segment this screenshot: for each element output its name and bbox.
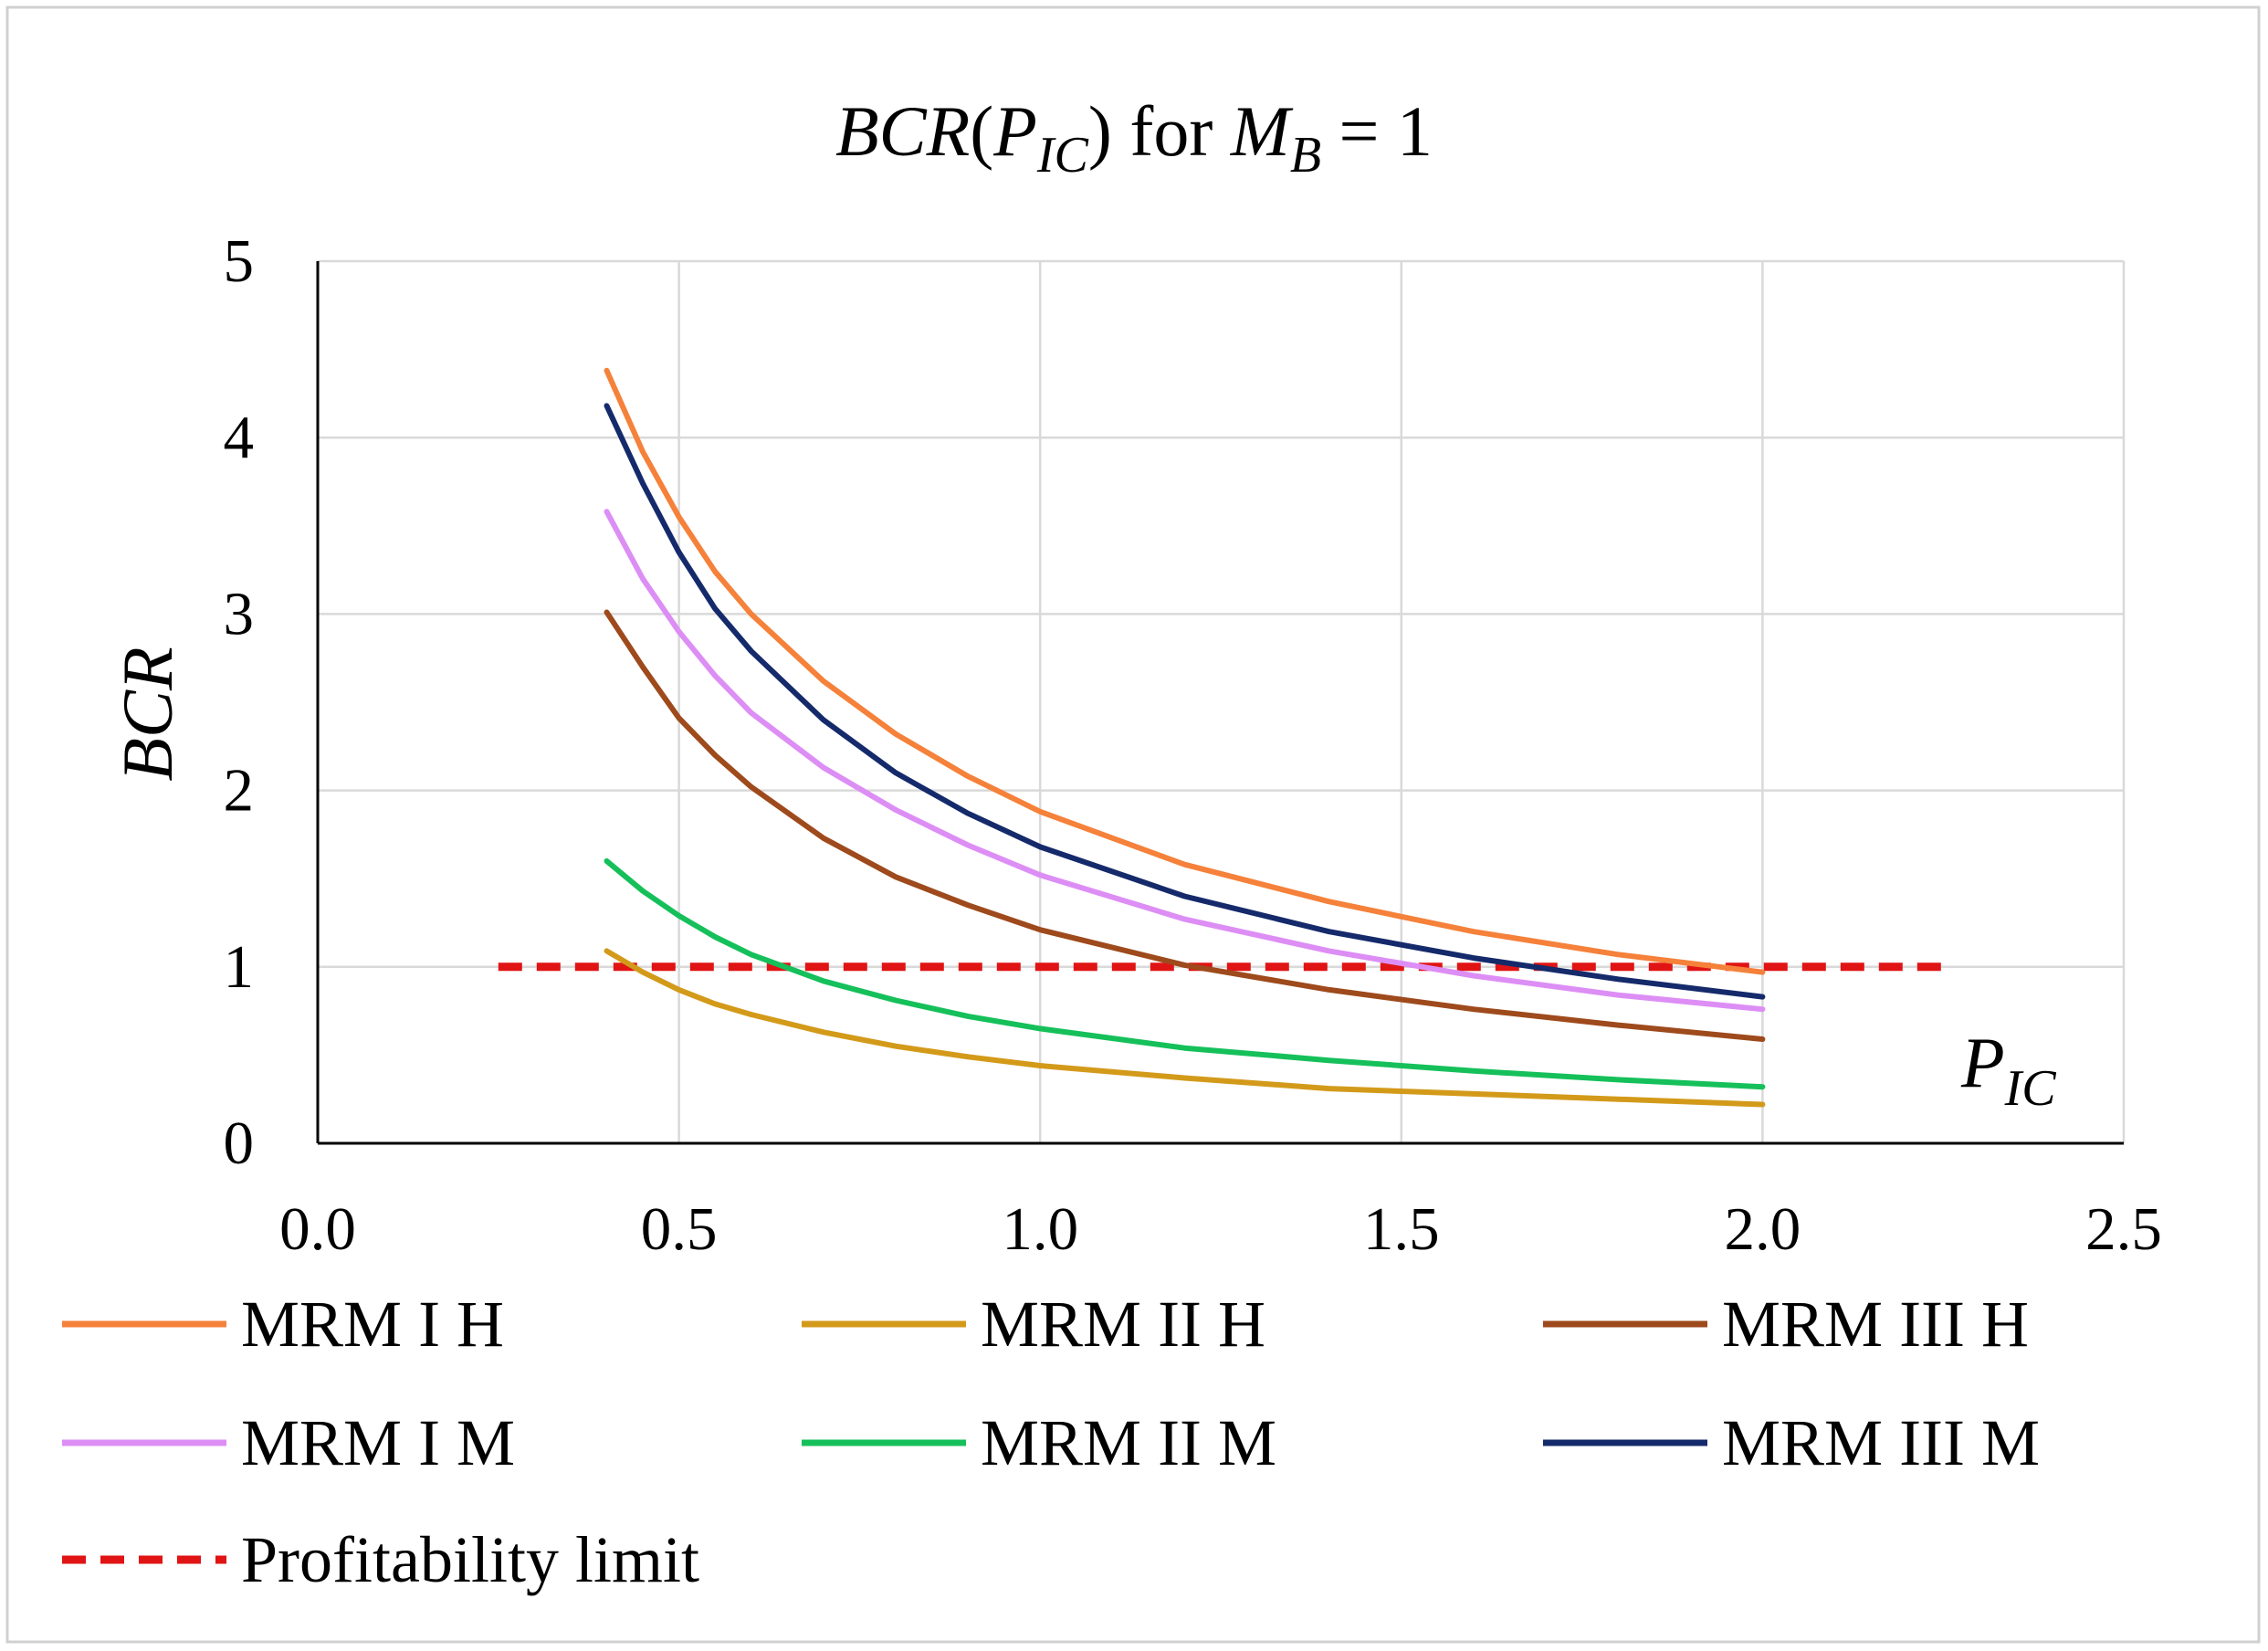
y-tick-label: 2 — [224, 757, 255, 825]
legend-label-mrm-i-h: MRM I H — [241, 1288, 504, 1361]
x-tick-label: 0.0 — [279, 1195, 356, 1263]
series-line-mrm-iii-h — [604, 609, 1766, 1042]
y-tick-labels: 0 1 2 3 4 5 — [224, 227, 255, 1177]
x-axis-label: PIC — [1960, 1023, 2056, 1117]
x-tick-label: 1.5 — [1363, 1195, 1440, 1263]
legend-label-mrm-ii-m: MRM II M — [981, 1406, 1276, 1479]
chart-title: BCR(PIC) for MB = 1 — [835, 91, 1433, 184]
series-group — [498, 367, 1944, 1108]
series-line-mrm-i-m — [604, 509, 1766, 1013]
legend-label-mrm-i-m: MRM I M — [241, 1406, 515, 1479]
y-tick-label: 4 — [224, 404, 255, 471]
series-line-mrm-ii-m — [604, 857, 1766, 1090]
y-tick-label: 3 — [224, 580, 255, 647]
y-tick-label: 0 — [224, 1109, 255, 1177]
axes — [316, 261, 2124, 1145]
x-tick-label: 2.0 — [1725, 1195, 1801, 1263]
y-axis-label: BCR — [108, 647, 187, 781]
legend-label-mrm-iii-h: MRM III H — [1722, 1288, 2029, 1361]
x-tick-label: 0.5 — [641, 1195, 718, 1263]
x-tick-label: 1.0 — [1002, 1195, 1078, 1263]
series-line-mrm-ii-h — [604, 948, 1766, 1108]
legend: MRM I H MRM II H MRM III H MRM I M MRM II M M… — [62, 1288, 2040, 1596]
x-tick-labels: 0.0 0.5 1.0 1.5 2.0 2.5 — [279, 1195, 2162, 1263]
legend-label-profitability-limit: Profitability limit — [241, 1523, 699, 1596]
legend-label-mrm-ii-h: MRM II H — [981, 1288, 1265, 1361]
x-tick-label: 2.5 — [2085, 1195, 2162, 1263]
y-tick-label: 5 — [224, 227, 255, 295]
chart-frame — [5, 5, 2261, 1644]
series-line-mrm-iii-m — [604, 403, 1766, 1000]
series-line-mrm-i-h — [604, 367, 1766, 975]
legend-label-mrm-iii-m: MRM III M — [1722, 1406, 2040, 1479]
y-tick-label: 1 — [224, 933, 255, 1001]
